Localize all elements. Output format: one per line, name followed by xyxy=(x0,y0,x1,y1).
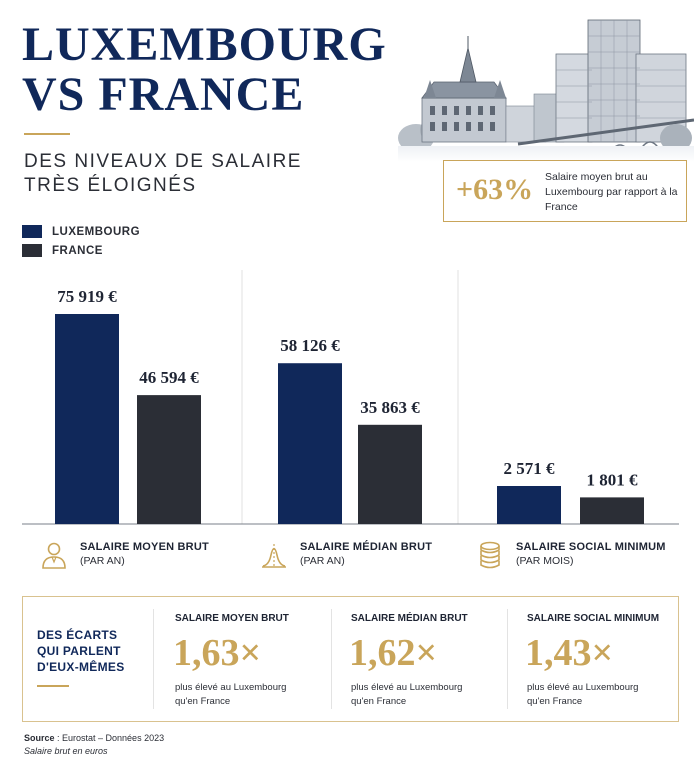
category-sub-minimum: (PAR MOIS) xyxy=(516,555,574,567)
gaps-divider xyxy=(507,609,508,709)
gaps-heading-line-2: QUI PARLENT xyxy=(37,644,121,658)
legend-label-luxembourg: LUXEMBOURG xyxy=(52,225,141,238)
gaps-heading-rule xyxy=(37,685,69,687)
callout-value: +63% xyxy=(456,173,534,206)
bar-label-average-luxembourg: 75 919 € xyxy=(57,287,117,306)
gap-desc-median-line-2: qu'en France xyxy=(351,696,407,707)
bar-label-minimum-luxembourg: 2 571 € xyxy=(504,459,556,478)
subtitle-line-2: TRÈS ÉLOIGNÉS xyxy=(24,175,197,196)
bar-median-france xyxy=(358,424,422,524)
legend-swatch-france xyxy=(22,244,42,257)
title-divider xyxy=(24,133,70,135)
gaps-heading: DES ÉCARTS QUI PARLENT D'EUX-MÊMES xyxy=(37,627,125,675)
title-line-2: VS FRANCE xyxy=(22,68,305,121)
gap-item-average: SALAIRE MOYEN BRUT 1,63× plus élevé au L… xyxy=(173,597,335,721)
bell-curve-icon xyxy=(262,544,286,568)
legend-swatch-luxembourg xyxy=(22,225,42,238)
person-icon xyxy=(42,542,66,569)
category-label-minimum: SALAIRE SOCIAL MINIMUM (PAR MOIS) xyxy=(476,540,666,570)
bar-label-average-france: 46 594 € xyxy=(139,368,199,387)
gap-item-minimum: SALAIRE SOCIAL MINIMUM 1,43× plus élevé … xyxy=(525,597,677,721)
bar-minimum-luxembourg xyxy=(497,486,561,524)
city-illustration xyxy=(398,10,694,162)
gap-desc-minimum-line-1: plus élevé au Luxembourg xyxy=(527,682,639,693)
gaps-heading-line-1: DES ÉCARTS xyxy=(37,628,118,642)
gaps-divider xyxy=(153,609,154,709)
gap-title-minimum: SALAIRE SOCIAL MINIMUM xyxy=(527,613,660,624)
bar-minimum-france xyxy=(580,497,644,524)
legend-item-luxembourg: LUXEMBOURG xyxy=(22,225,140,238)
subtitle-line-1: DES NIVEAUX DE SALAIRE xyxy=(24,151,302,172)
page-subtitle: DES NIVEAUX DE SALAIRE TRÈS ÉLOIGNÉS xyxy=(24,150,302,198)
callout-box: +63% Salaire moyen brut au Luxembourg pa… xyxy=(443,160,687,222)
title-line-1: LUXEMBOURG xyxy=(22,18,387,71)
category-label-median: SALAIRE MÉDIAN BRUT (PAR AN) xyxy=(260,540,432,570)
gap-title-median: SALAIRE MÉDIAN BRUT xyxy=(351,613,468,624)
gap-desc-average-line-2: qu'en France xyxy=(175,696,231,707)
page-title: LUXEMBOURG VS FRANCE xyxy=(22,20,387,120)
gap-desc-minimum: plus élevé au Luxembourg qu'en France xyxy=(527,681,677,709)
category-label-average: SALAIRE MOYEN BRUT (PAR AN) xyxy=(40,540,209,570)
gaps-divider xyxy=(331,609,332,709)
gap-desc-median: plus élevé au Luxembourg qu'en France xyxy=(351,681,501,709)
category-title-average: SALAIRE MOYEN BRUT xyxy=(80,541,209,553)
source-text: : Eurostat – Données 2023 xyxy=(54,733,165,743)
bar-label-median-france: 35 863 € xyxy=(360,398,420,417)
source-note: Source : Eurostat – Données 2023 xyxy=(24,733,164,743)
bar-average-france xyxy=(137,395,201,524)
bar-median-luxembourg xyxy=(278,363,342,524)
bar-label-median-luxembourg: 58 126 € xyxy=(280,336,340,355)
gap-desc-median-line-1: plus élevé au Luxembourg xyxy=(351,682,463,693)
gap-ratio-median: 1,62× xyxy=(349,632,438,674)
salary-bar-chart: 75 919 € 46 594 € 58 126 € 35 863 € 2 571 € 1… xyxy=(22,270,679,525)
gap-ratio-average: 1,63× xyxy=(173,632,262,674)
legend-label-france: FRANCE xyxy=(52,244,103,257)
gap-item-median: SALAIRE MÉDIAN BRUT 1,62× plus élevé au … xyxy=(349,597,511,721)
gaps-heading-line-3: D'EUX-MÊMES xyxy=(37,660,125,674)
bar-label-minimum-france: 1 801 € xyxy=(587,470,639,489)
source-label: Source xyxy=(24,733,55,743)
gap-desc-minimum-line-2: qu'en France xyxy=(527,696,583,707)
legend-item-france: FRANCE xyxy=(22,244,103,257)
category-sub-average: (PAR AN) xyxy=(80,555,125,567)
gap-desc-average: plus élevé au Luxembourg qu'en France xyxy=(175,681,325,709)
category-title-minimum: SALAIRE SOCIAL MINIMUM xyxy=(516,541,666,553)
coin-stack-icon xyxy=(480,541,500,569)
category-title-median: SALAIRE MÉDIAN BRUT xyxy=(300,541,433,553)
unit-note: Salaire brut en euros xyxy=(24,746,108,756)
gaps-panel: DES ÉCARTS QUI PARLENT D'EUX-MÊMES SALAI… xyxy=(22,596,679,722)
gap-desc-average-line-1: plus élevé au Luxembourg xyxy=(175,682,287,693)
gap-title-average: SALAIRE MOYEN BRUT xyxy=(175,613,289,624)
callout-text: Salaire moyen brut au Luxembourg par rap… xyxy=(545,171,678,213)
gap-ratio-minimum: 1,43× xyxy=(525,632,614,674)
bar-average-luxembourg xyxy=(55,314,119,524)
category-sub-median: (PAR AN) xyxy=(300,555,345,567)
